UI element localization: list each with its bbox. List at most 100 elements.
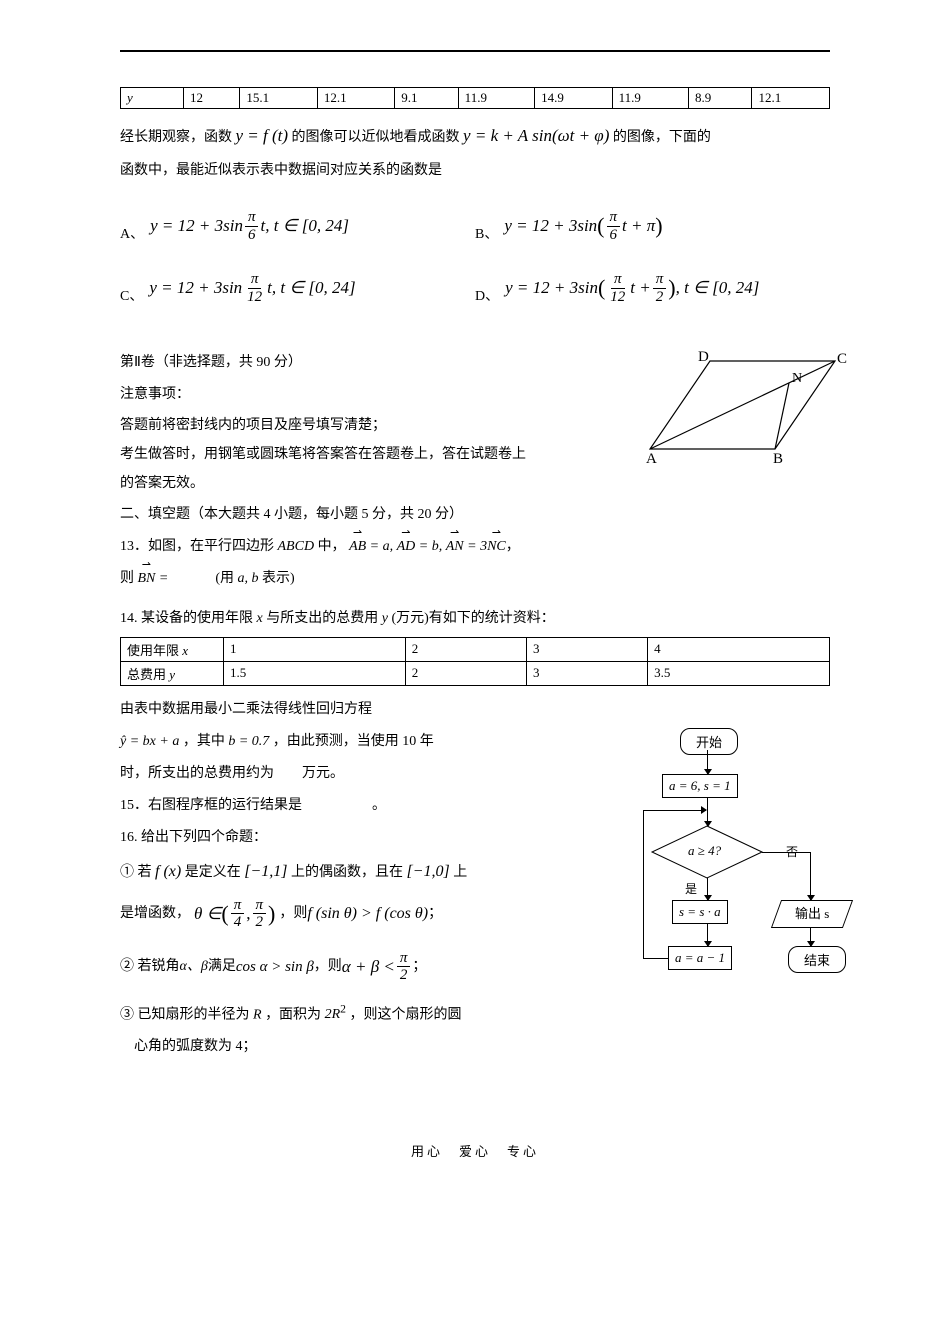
problem-intro: 经长期观察，函数 y = f (t) 的图像可以近似地看成函数 y = k + … bbox=[120, 119, 830, 153]
page-footer: 用心 爱心 专心 bbox=[120, 1141, 830, 1160]
page: y 12 15.1 12.1 9.1 11.9 14.9 11.9 8.9 12… bbox=[0, 0, 950, 1200]
expr: 输出 s bbox=[795, 901, 829, 927]
den: 12 bbox=[244, 289, 265, 306]
choices: A、 y = 12 + 3sin π6 t, t ∈ [0, 24] B、 y … bbox=[120, 195, 830, 319]
vec: AB bbox=[349, 533, 366, 561]
cell: 12.1 bbox=[752, 88, 830, 109]
q14-flow-container: ŷ = bx + a ，其中 b = 0.7 ，由此预测，当使用 10 年 时，… bbox=[120, 728, 830, 1062]
cell: 1 bbox=[224, 637, 406, 661]
text: ② 若锐角 bbox=[120, 953, 180, 981]
text: ，由此预测，当使用 10 年 bbox=[273, 734, 434, 749]
text: 是定义在 bbox=[185, 865, 241, 880]
expr: ŷ = bx + a bbox=[120, 734, 179, 749]
cell: 8.9 bbox=[689, 88, 752, 109]
arrow bbox=[707, 878, 708, 900]
expr: y = 12 + 3sin bbox=[505, 278, 598, 298]
choice-d: D、 y = 12 + 3sin ( π12 t + π2 ) , t ∈ [0… bbox=[475, 271, 830, 305]
text: 上 bbox=[453, 865, 467, 880]
flow-end: 结束 bbox=[788, 946, 846, 973]
expr: f (x) bbox=[155, 863, 181, 880]
expr: y = 12 + 3sin bbox=[150, 216, 243, 236]
arrow bbox=[810, 928, 811, 946]
vec: BN bbox=[138, 565, 156, 593]
cell: 15.1 bbox=[240, 88, 317, 109]
text: (万元)有如下的统计资料： bbox=[391, 611, 554, 626]
den: 12 bbox=[607, 289, 628, 306]
text: 表示) bbox=[262, 571, 295, 586]
label: A、 bbox=[120, 223, 144, 243]
label: B、 bbox=[475, 223, 498, 243]
text: ，则 bbox=[279, 900, 307, 928]
note: 的答案无效。 bbox=[120, 471, 830, 496]
pt-N: N bbox=[792, 371, 802, 386]
cell: 12 bbox=[184, 88, 240, 109]
cell: 11.9 bbox=[612, 88, 688, 109]
num: π bbox=[245, 209, 259, 227]
den: 6 bbox=[607, 227, 621, 244]
sup: 2 bbox=[340, 1003, 346, 1016]
expr: f (sin θ) > f (cos θ) bbox=[307, 898, 428, 930]
expr: R bbox=[253, 1007, 262, 1022]
q14-line: 由表中数据用最小二乘法得线性回归方程 bbox=[120, 696, 830, 724]
vec: AN bbox=[446, 533, 464, 561]
expr: θ ∈ bbox=[194, 897, 221, 931]
flow-step1: s = s · a bbox=[672, 900, 728, 924]
label-yes: 是 bbox=[685, 880, 697, 897]
cell: 3.5 bbox=[648, 661, 830, 685]
arrow bbox=[707, 924, 708, 946]
pt-C: C bbox=[837, 351, 847, 367]
choice-c: C、 y = 12 + 3sin π12 t, t ∈ [0, 24] bbox=[120, 271, 475, 305]
cell: 2 bbox=[405, 661, 526, 685]
expr: α + β < bbox=[342, 950, 395, 984]
expr: a = a − 1 bbox=[675, 950, 725, 965]
pt-B: B bbox=[773, 451, 783, 467]
choice-b: B、 y = 12 + 3sin ( π6 t + π ) bbox=[475, 209, 830, 243]
text: 满足 bbox=[208, 953, 236, 981]
text: ① 若 bbox=[120, 865, 152, 880]
text: (用 bbox=[215, 571, 234, 586]
cell: 14.9 bbox=[535, 88, 612, 109]
num: π bbox=[253, 897, 267, 915]
shape: ABCD bbox=[278, 539, 315, 554]
parallelogram-figure: A B C D N bbox=[640, 349, 850, 469]
flow-init: a = 6, s = 1 bbox=[662, 774, 738, 798]
flow-output: 输出 s bbox=[771, 900, 853, 928]
pt-D: D bbox=[698, 349, 709, 365]
text: ，则这个扇形的圆 bbox=[349, 1007, 461, 1022]
num: π bbox=[248, 271, 262, 289]
text: 与所支出的总费用 bbox=[266, 611, 378, 626]
text: ③ 已知扇形的半径为 bbox=[120, 1007, 250, 1022]
expr: b = 0.7 bbox=[228, 734, 269, 749]
var: y bbox=[382, 611, 388, 626]
cell: 1.5 bbox=[224, 661, 406, 685]
math: y = k + A sin(ωt + φ) bbox=[463, 126, 609, 145]
num: π bbox=[397, 950, 411, 968]
text: ，则 bbox=[314, 953, 342, 981]
top-data-table: y 12 15.1 12.1 9.1 11.9 14.9 11.9 8.9 12… bbox=[120, 87, 830, 109]
label: D、 bbox=[475, 285, 499, 305]
text: 是增函数， bbox=[120, 900, 190, 928]
expr: [−1,0] bbox=[406, 863, 449, 880]
expr: t + π bbox=[622, 216, 655, 236]
expr: = bbox=[159, 571, 172, 586]
cell: 12.1 bbox=[317, 88, 394, 109]
text: 心角的弧度数为 4； bbox=[134, 1039, 257, 1054]
expr: a, b bbox=[238, 571, 259, 586]
hdr: 使用年限 x bbox=[121, 637, 224, 661]
text: ，面积为 bbox=[265, 1007, 321, 1022]
flowchart: 开始 a = 6, s = 1 a ≥ 4? 否 是 s = s · a a =… bbox=[610, 728, 860, 1088]
expr: , t ∈ [0, 24] bbox=[676, 278, 760, 298]
top-rule bbox=[120, 50, 830, 52]
num: π bbox=[611, 271, 625, 289]
line bbox=[643, 958, 668, 959]
cell: 11.9 bbox=[458, 88, 534, 109]
expr: y = 12 + 3sin bbox=[149, 278, 242, 298]
vec: NC bbox=[487, 533, 506, 561]
arrow bbox=[810, 852, 811, 900]
text: ； bbox=[428, 900, 442, 928]
den: 2 bbox=[253, 914, 267, 931]
q14-table: 使用年限 x 1 2 3 4 总费用 y 1.5 2 3 3.5 bbox=[120, 637, 830, 686]
q13-line1: 13．如图，在平行四边形 ABCD 中， AB = a, AD = b, AN … bbox=[120, 533, 830, 561]
expr: = b, bbox=[419, 539, 442, 554]
expr: s = s · a bbox=[679, 904, 721, 919]
